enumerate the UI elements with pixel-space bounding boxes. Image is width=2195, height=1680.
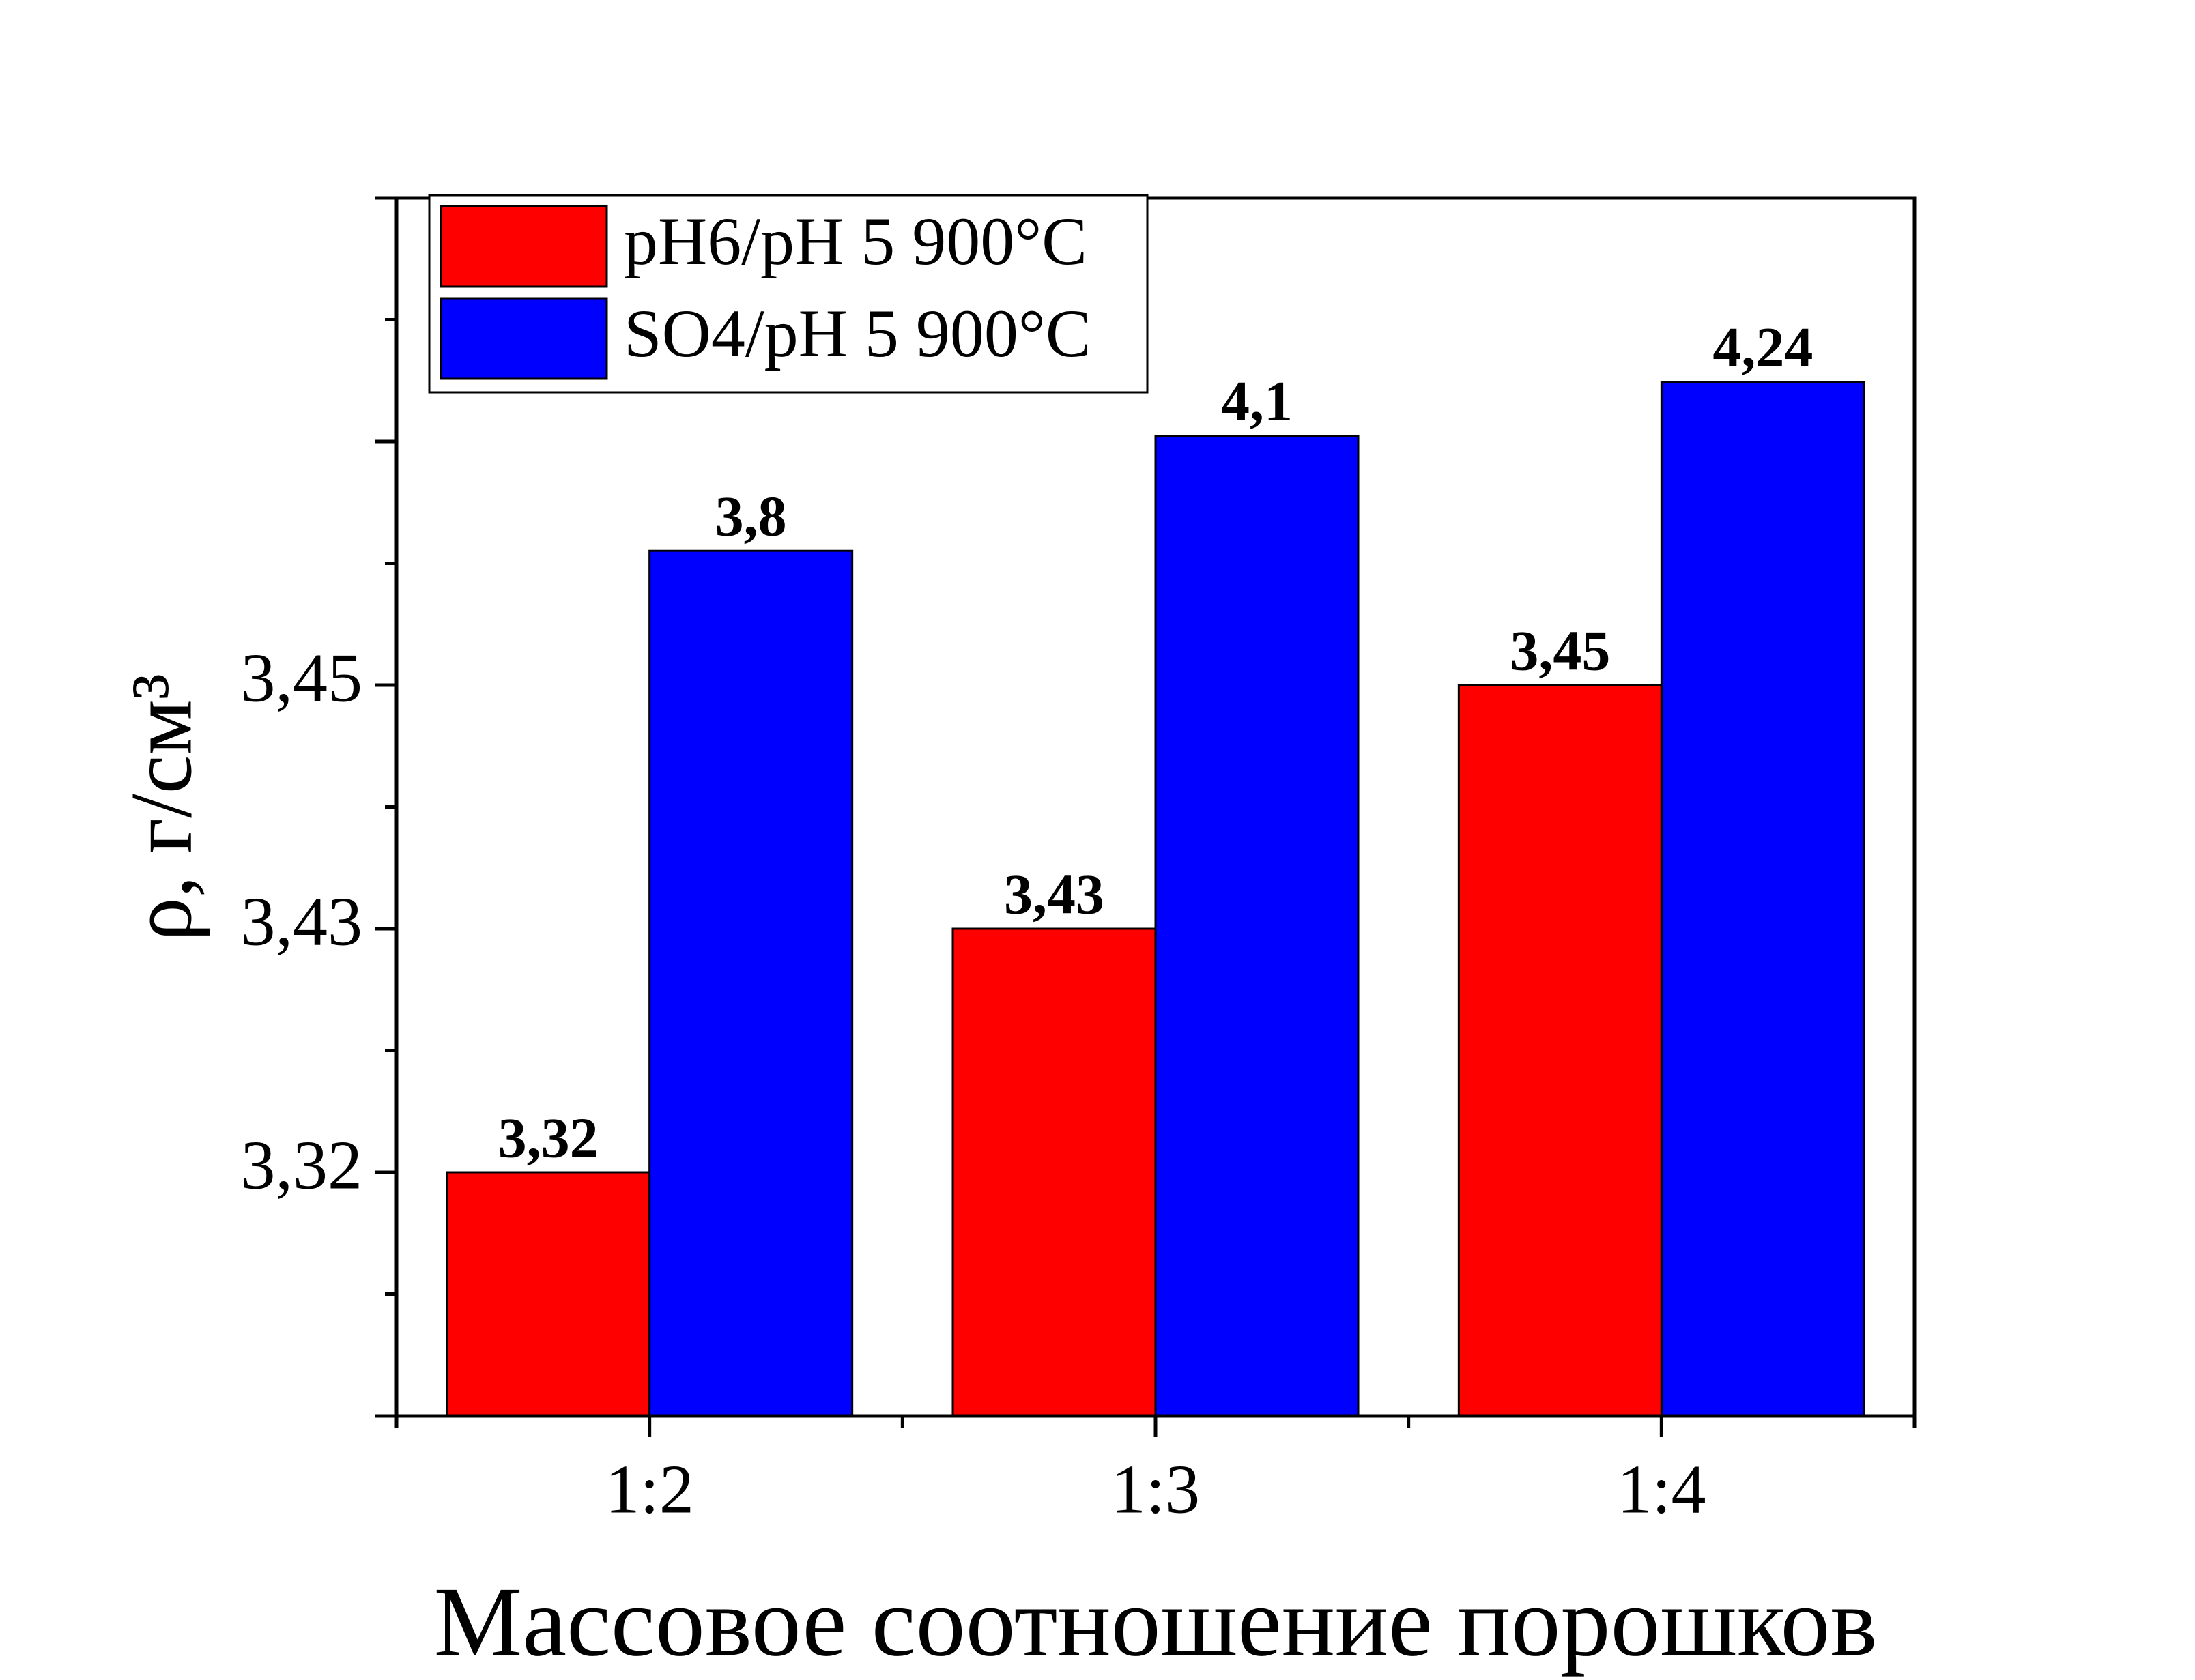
y-tick-label: 3,43 xyxy=(241,883,363,960)
bar xyxy=(1154,435,1360,1417)
value-label: 3,8 xyxy=(715,485,787,549)
bar xyxy=(951,927,1157,1417)
legend-label: pH6/pH 5 900°C xyxy=(624,203,1087,279)
value-label: 4,1 xyxy=(1221,370,1293,433)
legend-label: SO4/pH 5 900°C xyxy=(624,295,1091,371)
x-tick-label: 1:4 xyxy=(1617,1451,1706,1528)
x-tick-label: 1:2 xyxy=(605,1451,693,1528)
bar xyxy=(446,1171,651,1417)
legend-swatch xyxy=(440,205,608,288)
bar xyxy=(1457,684,1663,1417)
x-axis-label: Массовое соотношение порошков xyxy=(434,1567,1878,1677)
value-label: 4,24 xyxy=(1712,316,1813,379)
value-label: 3,32 xyxy=(498,1106,599,1170)
value-label: 3,43 xyxy=(1004,863,1104,926)
legend-swatch xyxy=(440,297,608,380)
x-tick-label: 1:3 xyxy=(1111,1451,1200,1528)
y-tick-label: 3,45 xyxy=(241,639,363,716)
bar xyxy=(1660,381,1865,1417)
y-axis-label: ρ, г/см³ xyxy=(113,674,210,941)
y-tick-label: 3,32 xyxy=(241,1127,363,1204)
bar xyxy=(648,549,854,1417)
value-label: 3,45 xyxy=(1510,619,1610,682)
